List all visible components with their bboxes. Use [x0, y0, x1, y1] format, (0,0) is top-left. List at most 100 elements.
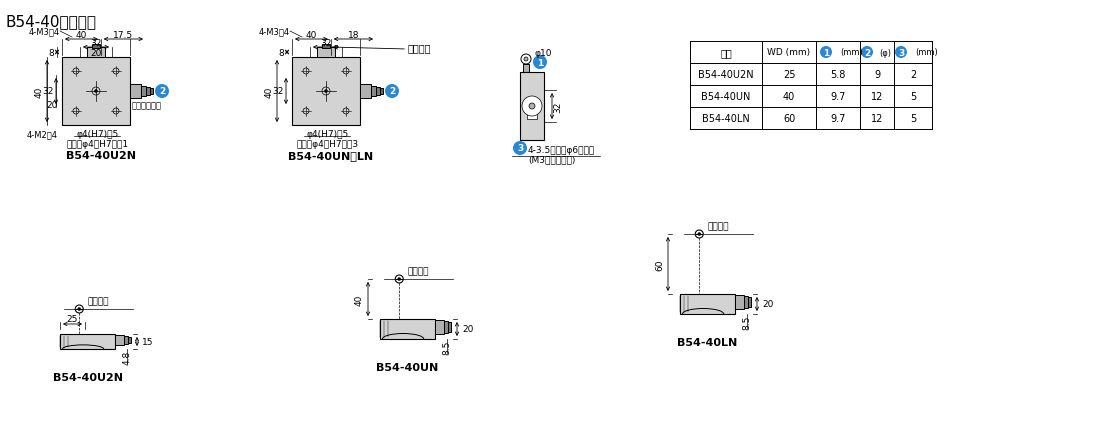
Text: 40: 40 [35, 86, 44, 98]
Text: 4-3.5キリ、φ6ザグリ: 4-3.5キリ、φ6ザグリ [528, 146, 595, 155]
Bar [146, 88, 150, 96]
Text: B54-40シリーズ: B54-40シリーズ [6, 14, 96, 29]
Text: 60: 60 [783, 114, 795, 124]
Bar [317, 48, 336, 58]
Circle shape [529, 104, 535, 110]
Bar [379, 89, 383, 95]
Circle shape [895, 47, 908, 59]
Text: B54-40U2N: B54-40U2N [53, 372, 122, 382]
Text: 5: 5 [910, 114, 916, 124]
Bar [60, 334, 116, 349]
Circle shape [155, 85, 169, 99]
Bar [292, 58, 360, 126]
Text: クランプ: クランプ [408, 43, 431, 53]
Bar [448, 322, 451, 332]
Text: B54-40U2N: B54-40U2N [698, 70, 754, 80]
Text: 5.8: 5.8 [830, 70, 846, 80]
Text: 8.5: 8.5 [742, 315, 751, 329]
Text: B54-40LN: B54-40LN [678, 337, 738, 347]
Text: 9: 9 [873, 70, 880, 80]
Circle shape [75, 305, 84, 313]
Text: φ4(H7)淵5: φ4(H7)淵5 [307, 130, 349, 139]
Text: (M3用ボルト穴): (M3用ボルト穴) [528, 155, 575, 164]
Text: 送り用ツマミ: 送り用ツマミ [132, 101, 162, 110]
Bar [92, 45, 100, 49]
Text: 2: 2 [158, 87, 165, 96]
Text: 32: 32 [553, 101, 562, 112]
Text: 60: 60 [654, 259, 664, 270]
Bar [444, 321, 448, 333]
Text: 8: 8 [278, 48, 284, 57]
Bar [371, 87, 376, 97]
Circle shape [395, 275, 404, 283]
Text: 4-M3淵4: 4-M3淵4 [29, 27, 60, 36]
Text: 40: 40 [783, 92, 795, 102]
Text: 40: 40 [355, 294, 364, 305]
Text: φ4(H7)淵5: φ4(H7)淵5 [77, 130, 119, 139]
Bar [322, 45, 330, 49]
Text: 4.8: 4.8 [122, 350, 132, 364]
Text: 25: 25 [783, 70, 795, 80]
Text: 12: 12 [871, 92, 883, 102]
Bar [124, 336, 128, 344]
Text: B54-40LN: B54-40LN [702, 114, 750, 124]
Bar [128, 337, 131, 343]
Text: 20: 20 [762, 300, 773, 309]
Circle shape [534, 56, 547, 70]
Text: (mm): (mm) [840, 48, 862, 57]
Bar [379, 319, 434, 339]
Circle shape [820, 47, 832, 59]
Text: 2: 2 [389, 87, 395, 96]
Bar [522, 65, 529, 73]
Bar [87, 48, 104, 58]
Text: 4-M3淵4: 4-M3淵4 [258, 27, 290, 36]
Circle shape [95, 90, 98, 93]
Text: 1: 1 [823, 48, 829, 57]
Bar [744, 296, 748, 308]
Text: B54-40UN: B54-40UN [376, 362, 439, 372]
Text: B54-40U2N: B54-40U2N [66, 151, 136, 161]
Bar [360, 85, 371, 99]
Text: 3: 3 [898, 48, 904, 57]
Text: 5: 5 [910, 92, 916, 102]
Text: 回転中心: 回転中心 [87, 297, 109, 306]
Circle shape [522, 97, 542, 117]
Bar [116, 335, 124, 345]
Text: 裏ヨリφ4（H7）淵3: 裏ヨリφ4（H7）淵3 [297, 140, 359, 149]
Text: 3: 3 [517, 144, 524, 153]
Text: 回転中心: 回転中心 [707, 222, 729, 231]
Circle shape [385, 85, 399, 99]
Text: 32: 32 [90, 39, 101, 48]
Text: 4-M2淵4: 4-M2淵4 [28, 130, 58, 139]
Bar [141, 87, 146, 97]
Bar [748, 297, 751, 307]
Text: 32: 32 [43, 87, 54, 96]
Text: 32: 32 [273, 87, 284, 96]
Circle shape [861, 47, 873, 59]
Text: (φ): (φ) [879, 48, 891, 57]
Bar [680, 294, 735, 314]
Circle shape [697, 233, 701, 236]
Text: 2: 2 [910, 70, 916, 80]
Circle shape [398, 278, 400, 281]
Bar [62, 58, 130, 126]
Text: 40: 40 [265, 86, 274, 98]
Bar [520, 73, 544, 141]
Bar [434, 320, 444, 334]
Text: 裏ヨリφ4（H7）淵1: 裏ヨリφ4（H7）淵1 [67, 140, 129, 149]
Text: 32: 32 [320, 39, 332, 48]
Circle shape [324, 90, 328, 93]
Text: B54-40UN: B54-40UN [702, 92, 750, 102]
Bar [130, 85, 141, 99]
Text: 20: 20 [90, 49, 101, 58]
Text: 9.7: 9.7 [830, 114, 846, 124]
Text: 9.7: 9.7 [830, 92, 846, 102]
Text: 回転中心: 回転中心 [407, 267, 429, 276]
Text: 1: 1 [537, 58, 543, 67]
Text: 17.5: 17.5 [113, 30, 133, 39]
Text: 8.5: 8.5 [442, 340, 451, 355]
Circle shape [78, 308, 80, 311]
Text: 18: 18 [348, 30, 359, 39]
Text: 型式: 型式 [720, 48, 732, 58]
Bar [150, 89, 153, 95]
